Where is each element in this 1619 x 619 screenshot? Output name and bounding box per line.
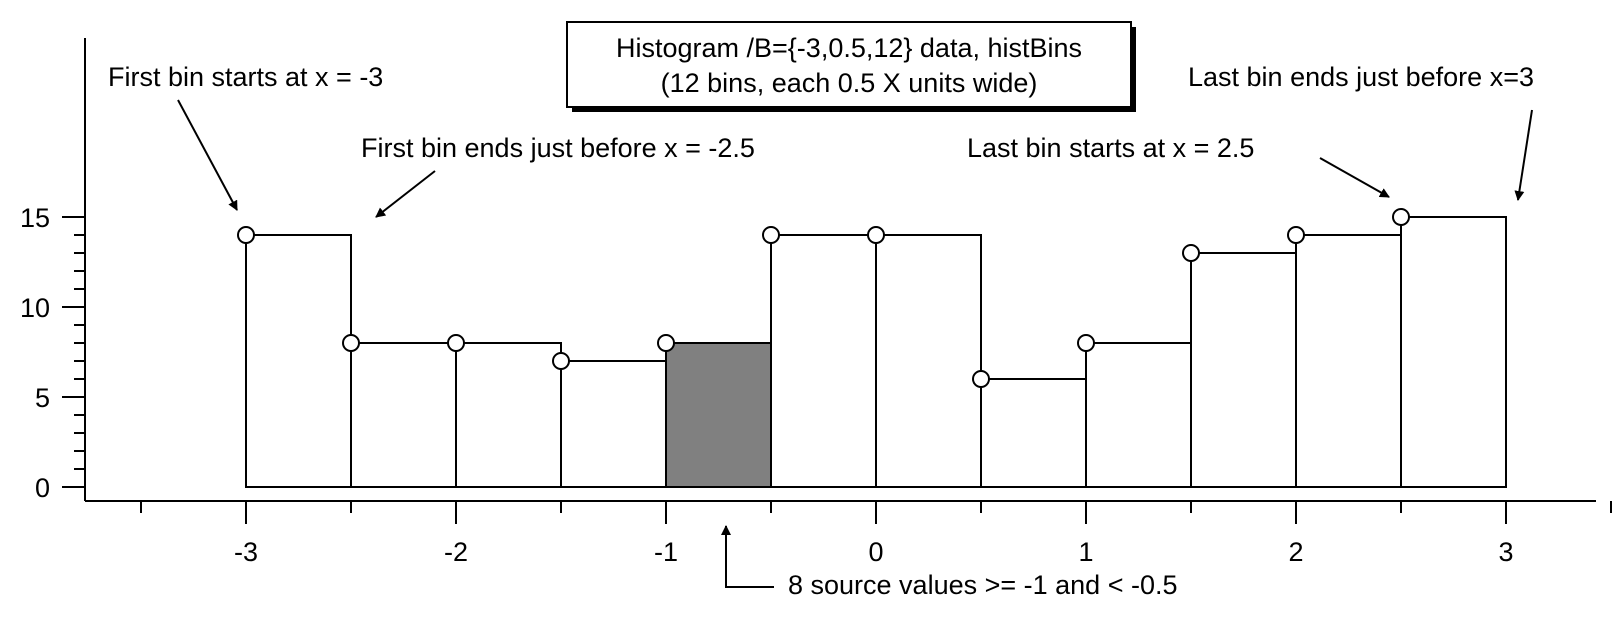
arrow-last-bin-start (1319, 157, 1390, 198)
x-tick-label: -2 (444, 537, 468, 567)
chart-title: Histogram /B={-3,0.5,12} data, histBins (616, 33, 1082, 63)
annotation-source-values: 8 source values >= -1 and < -0.5 (788, 570, 1178, 600)
x-tick-label: 0 (868, 537, 883, 567)
bin-marker (867, 226, 885, 244)
bin-marker (1077, 334, 1095, 352)
histogram-bar (1295, 234, 1402, 488)
arrow-source-values (721, 525, 774, 588)
x-tick-label: 2 (1288, 537, 1303, 567)
bin-marker (237, 226, 255, 244)
histogram-bars (245, 216, 1507, 488)
bin-marker (1287, 226, 1305, 244)
histogram-bar (455, 342, 562, 488)
histogram-bar (1400, 216, 1507, 488)
annotation-first-bin-end: First bin ends just before x = -2.5 (361, 133, 755, 163)
bin-marker (342, 334, 360, 352)
histogram-bar (980, 378, 1087, 488)
x-tick-label: -3 (234, 537, 258, 567)
histogram-bar (560, 360, 667, 488)
bin-marker (762, 226, 780, 244)
y-tick-label: 15 (20, 203, 50, 233)
x-tick-label: 3 (1498, 537, 1513, 567)
histogram-bar (770, 234, 877, 488)
y-tick-label: 0 (35, 473, 50, 503)
arrow-last-bin-end (1514, 109, 1533, 201)
annotation-first-bin-start: First bin starts at x = -3 (108, 62, 383, 92)
y-tick-label: 5 (35, 383, 50, 413)
arrow-first-bin-end (375, 170, 436, 218)
bin-marker (657, 334, 675, 352)
y-tick-label: 10 (20, 293, 50, 323)
bin-marker (447, 334, 465, 352)
x-tick-label: 1 (1078, 537, 1093, 567)
histogram-bar (350, 342, 457, 488)
annotations: First bin starts at x = -3 First bin end… (108, 62, 1534, 600)
bin-marker (552, 352, 570, 370)
histogram-bar (1085, 342, 1192, 488)
histogram-bar (245, 234, 352, 488)
x-tick-label: -1 (654, 537, 678, 567)
arrow-first-bin-start (177, 99, 238, 211)
annotation-last-bin-start: Last bin starts at x = 2.5 (967, 133, 1254, 163)
chart-subtitle: (12 bins, each 0.5 X units wide) (661, 68, 1038, 98)
bin-markers (237, 208, 1410, 388)
annotation-last-bin-end: Last bin ends just before x=3 (1188, 62, 1534, 92)
histogram-bar (1190, 252, 1297, 488)
histogram-bar (875, 234, 982, 488)
title-box: Histogram /B={-3,0.5,12} data, histBins … (566, 21, 1136, 112)
histogram-bar-highlighted (665, 342, 772, 488)
bin-marker (972, 370, 990, 388)
bin-marker (1182, 244, 1200, 262)
y-axis-ticks: 0 5 10 15 (20, 203, 85, 503)
bin-marker (1392, 208, 1410, 226)
x-axis-ticks: -3 -2 -1 0 1 2 3 (140, 501, 1612, 567)
